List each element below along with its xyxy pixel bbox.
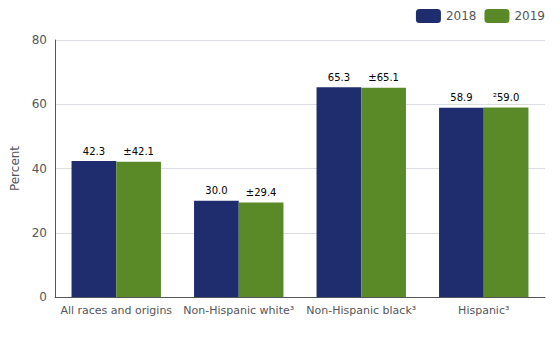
svg-text:Non-Hispanic black³: Non-Hispanic black³ — [306, 304, 416, 317]
svg-text:65.3: 65.3 — [328, 72, 350, 83]
svg-text:Percent: Percent — [8, 146, 22, 191]
svg-text:20: 20 — [32, 226, 47, 240]
svg-text:±65.1: ±65.1 — [368, 72, 399, 83]
svg-text:2018: 2018 — [446, 9, 477, 23]
svg-text:60: 60 — [32, 97, 47, 111]
svg-text:30.0: 30.0 — [205, 185, 227, 196]
svg-text:58.9: 58.9 — [450, 92, 472, 103]
svg-text:All races and origins: All races and origins — [60, 304, 172, 317]
svg-text:²59.0: ²59.0 — [493, 92, 519, 103]
svg-text:Non-Hispanic white³: Non-Hispanic white³ — [183, 304, 294, 317]
svg-text:±29.4: ±29.4 — [246, 187, 277, 198]
svg-text:80: 80 — [32, 33, 47, 47]
svg-text:42.3: 42.3 — [83, 146, 105, 157]
svg-text:Hispanic³: Hispanic³ — [458, 304, 509, 317]
svg-text:40: 40 — [32, 162, 47, 176]
svg-text:±42.1: ±42.1 — [123, 146, 154, 157]
svg-text:2019: 2019 — [514, 9, 545, 23]
svg-text:0: 0 — [39, 290, 47, 304]
